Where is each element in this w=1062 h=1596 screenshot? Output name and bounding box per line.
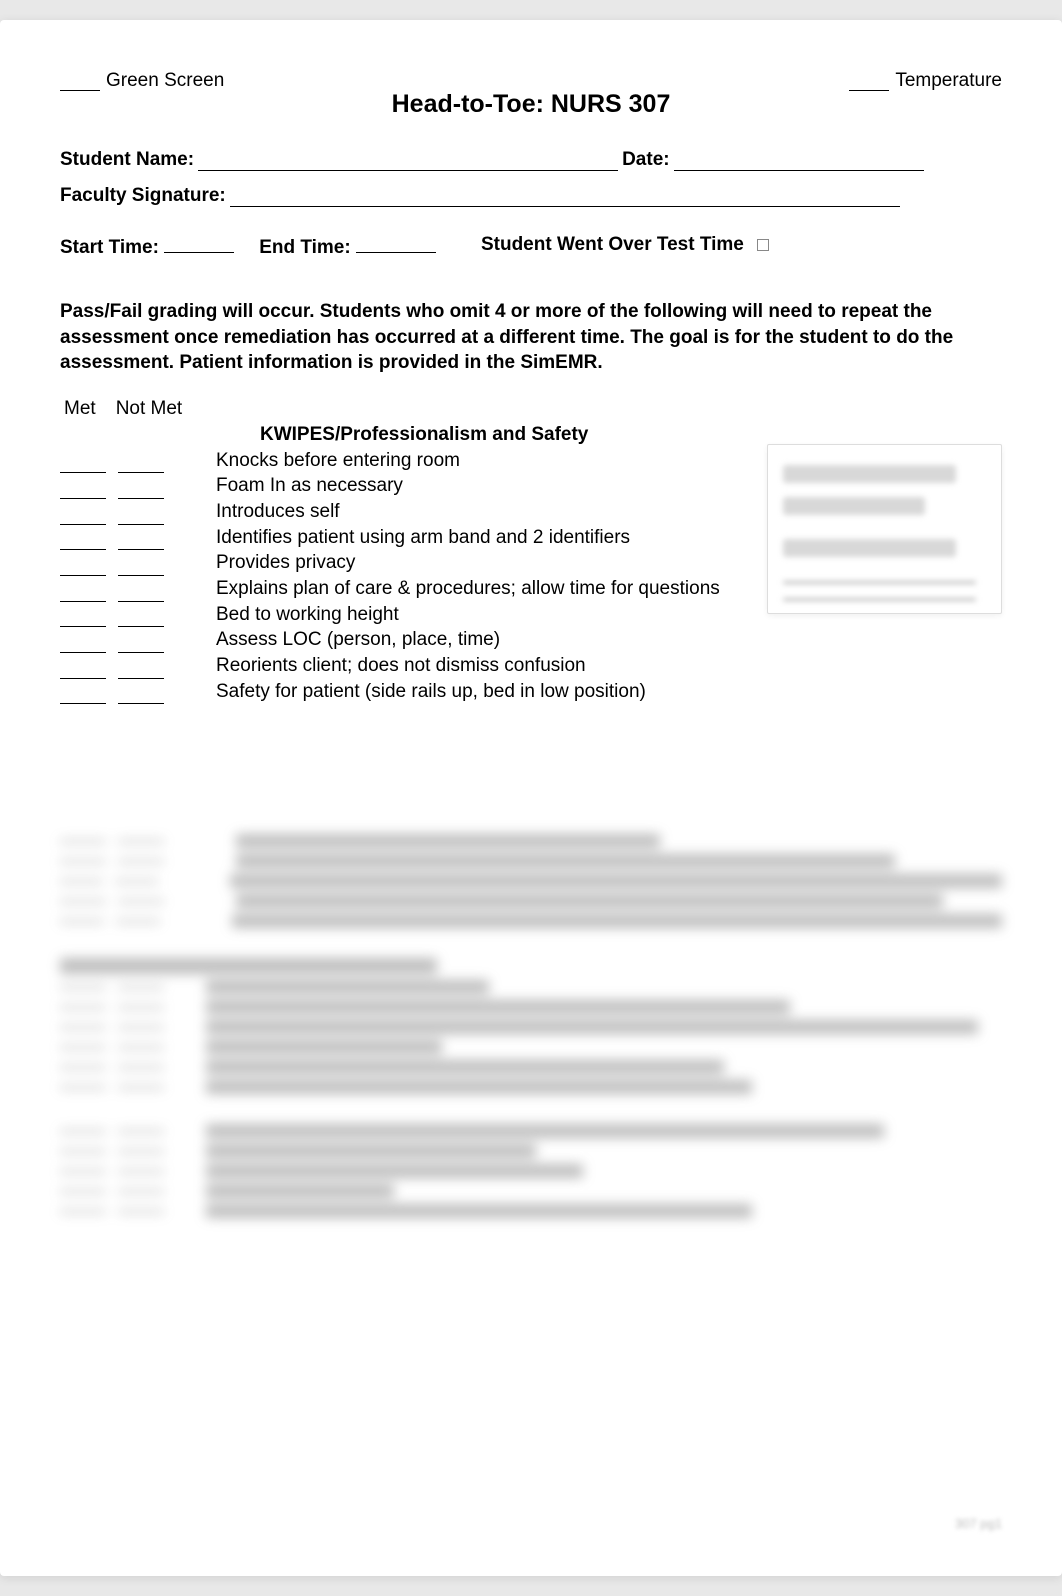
green-screen-label: Green Screen: [106, 70, 224, 92]
met-blank[interactable]: [60, 685, 106, 704]
item-text: Identifies patient using arm band and 2 …: [176, 525, 747, 551]
blur-line: [783, 497, 925, 515]
green-screen-blank[interactable]: [60, 72, 100, 91]
end-time-input[interactable]: [356, 232, 436, 253]
instructions-text: Pass/Fail grading will occur. Students w…: [60, 299, 1002, 376]
item-text: Explains plan of care & procedures; allo…: [176, 576, 747, 602]
temperature-label: Temperature: [895, 70, 1002, 92]
notmet-blank[interactable]: [118, 557, 164, 576]
temperature-field: Temperature: [849, 70, 1002, 92]
date-label: Date:: [622, 149, 670, 171]
side-info-box: [767, 444, 1002, 614]
date-input[interactable]: [674, 153, 924, 171]
top-row: Green Screen Temperature: [60, 70, 1002, 92]
faculty-label: Faculty Signature:: [60, 185, 226, 207]
notmet-blank[interactable]: [118, 531, 164, 550]
checklist-row: Knocks before entering room: [60, 448, 747, 474]
item-text: Bed to working height: [176, 602, 747, 628]
time-row: Start Time: End Time: Student Went Over …: [60, 232, 1002, 259]
over-time-checkbox[interactable]: [757, 239, 769, 251]
checklist-row: Explains plan of care & procedures; allo…: [60, 576, 747, 602]
met-blank[interactable]: [60, 608, 106, 627]
checklist-row: Foam In as necessary: [60, 473, 747, 499]
notmet-blank[interactable]: [118, 454, 164, 473]
page-number: 307 pg1: [955, 1516, 1002, 1531]
blur-block: [60, 834, 1002, 928]
met-blank[interactable]: [60, 557, 106, 576]
met-blank[interactable]: [60, 454, 106, 473]
section1-heading: KWIPES/Professionalism and Safety: [60, 424, 747, 446]
item-text: Provides privacy: [176, 550, 747, 576]
item-text: Introduces self: [176, 499, 747, 525]
checklist-row: Safety for patient (side rails up, bed i…: [60, 679, 747, 705]
notmet-blank[interactable]: [118, 506, 164, 525]
over-time-label: Student Went Over Test Time: [481, 234, 744, 255]
checklist-row: Assess LOC (person, place, time): [60, 627, 747, 653]
page-title: Head-to-Toe: NURS 307: [60, 90, 1002, 119]
blur-block: [60, 958, 1002, 1094]
item-text: Reorients client; does not dismiss confu…: [176, 653, 747, 679]
green-screen-field: Green Screen: [60, 70, 224, 92]
document-page: Green Screen Temperature Head-to-Toe: NU…: [0, 20, 1062, 1576]
met-blank[interactable]: [60, 480, 106, 499]
notmet-blank[interactable]: [118, 583, 164, 602]
met-blank[interactable]: [60, 531, 106, 550]
checklist-row: Introduces self: [60, 499, 747, 525]
notmet-blank[interactable]: [118, 634, 164, 653]
met-label: Met: [64, 398, 96, 420]
item-text: Assess LOC (person, place, time): [176, 627, 747, 653]
name-date-row: Student Name: Date:: [60, 149, 1002, 171]
checklist-row: Provides privacy: [60, 550, 747, 576]
blurred-lower-content: [60, 834, 1002, 1218]
item-text: Foam In as necessary: [176, 473, 747, 499]
start-time-label: Start Time:: [60, 237, 159, 258]
blur-line: [783, 581, 976, 584]
blur-block: [60, 1124, 1002, 1218]
checklist-left: KWIPES/Professionalism and Safety Knocks…: [60, 424, 747, 704]
student-name-label: Student Name:: [60, 149, 194, 171]
item-text: Safety for patient (side rails up, bed i…: [176, 679, 747, 705]
notmet-blank[interactable]: [118, 685, 164, 704]
temperature-blank[interactable]: [849, 72, 889, 91]
not-met-label: Not Met: [116, 398, 183, 420]
met-blank[interactable]: [60, 634, 106, 653]
start-time-input[interactable]: [164, 232, 234, 253]
notmet-blank[interactable]: [118, 480, 164, 499]
blur-line: [783, 465, 956, 483]
end-time-label: End Time:: [259, 237, 351, 258]
student-name-input[interactable]: [198, 153, 618, 171]
checklist-row: Identifies patient using arm band and 2 …: [60, 525, 747, 551]
checklist-row: Bed to working height: [60, 602, 747, 628]
met-blank[interactable]: [60, 506, 106, 525]
blur-line: [783, 598, 976, 601]
notmet-blank[interactable]: [118, 608, 164, 627]
notmet-blank[interactable]: [118, 660, 164, 679]
faculty-input[interactable]: [230, 189, 900, 207]
checklist-row: Reorients client; does not dismiss confu…: [60, 653, 747, 679]
checklist-area: KWIPES/Professionalism and Safety Knocks…: [60, 424, 1002, 704]
met-header: Met Not Met: [60, 398, 1002, 420]
item-text: Knocks before entering room: [176, 448, 747, 474]
met-blank[interactable]: [60, 583, 106, 602]
faculty-row: Faculty Signature:: [60, 185, 1002, 207]
met-blank[interactable]: [60, 660, 106, 679]
blur-line: [783, 539, 956, 557]
